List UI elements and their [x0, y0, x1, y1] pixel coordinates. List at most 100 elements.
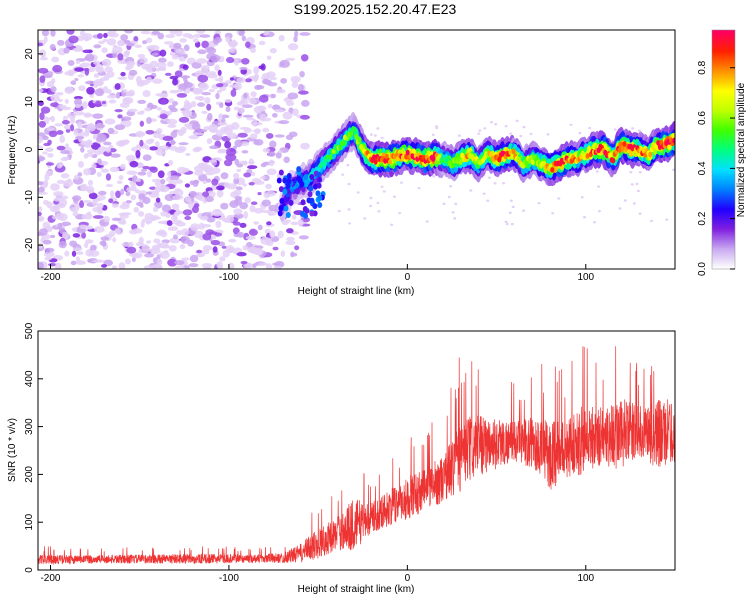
heatmap-noise-cell	[637, 129, 641, 132]
heatmap-ridge-cell	[529, 154, 534, 161]
heatmap-noise-cell	[94, 63, 103, 71]
heatmap-noise-cell	[278, 34, 285, 42]
heatmap-noise-cell	[261, 110, 266, 115]
heatmap-noise-cell	[144, 253, 155, 258]
heatmap-noise-cell	[67, 59, 75, 66]
heatmap-noise-cell	[216, 129, 224, 137]
colorbar-swatch	[712, 157, 735, 161]
heatmap-noise-cell	[155, 197, 161, 203]
heatmap-noise-cell	[38, 218, 44, 222]
heatmap-noise-cell	[280, 61, 285, 67]
colorbar-swatch	[712, 189, 735, 192]
heatmap-ridge-cell	[431, 156, 436, 162]
colorbar-swatch	[712, 253, 735, 256]
heatmap-noise-cell	[425, 220, 429, 223]
colorbar-ticks: 0.0 0.2 0.4 0.6 0.8	[697, 60, 735, 276]
colorbar-swatch	[712, 39, 735, 43]
heatmap-noise-cell	[87, 179, 94, 186]
heatmap-noise-cell	[73, 129, 79, 136]
heatmap-noise-cell	[629, 170, 633, 174]
heatmap-ridge-cell	[656, 139, 661, 146]
heatmap-noise-cell	[268, 204, 278, 212]
heatmap-noise-cell	[174, 188, 182, 192]
heatmap-noise-cell	[86, 123, 97, 132]
heatmap-noise-cell	[115, 190, 121, 199]
heatmap-noise-cell	[154, 68, 161, 72]
heatmap-noise-cell	[196, 30, 206, 35]
heatmap-noise-cell	[58, 241, 67, 249]
heatmap-noise-cell	[278, 120, 290, 125]
heatmap-noise-cell	[178, 116, 190, 123]
heatmap-noise-cell	[64, 143, 69, 149]
y-tick-label: 20	[24, 48, 35, 60]
colorbar-swatch	[712, 259, 735, 262]
heatmap-noise-cell	[199, 34, 211, 38]
colorbar-swatch	[712, 57, 735, 61]
heatmap-noise-cell	[82, 49, 94, 54]
heatmap-noise-cell	[80, 146, 85, 153]
heatmap-noise-cell	[195, 195, 205, 199]
heatmap-noise-cell	[477, 132, 481, 135]
heatmap-noise-cell	[225, 153, 237, 162]
y-tick-label: 300	[24, 418, 35, 435]
heatmap-noise-cell	[175, 48, 185, 54]
heatmap-noise-cell	[206, 190, 216, 198]
heatmap-noise-cell	[117, 53, 124, 61]
heatmap-noise-cell	[189, 254, 199, 263]
heatmap-noise-cell	[182, 64, 189, 70]
heatmap-noise-cell	[162, 135, 174, 142]
heatmap-noise-cell	[174, 259, 185, 266]
heatmap-noise-cell	[146, 76, 153, 84]
heatmap-ridge-cell	[286, 178, 292, 185]
heatmap-noise-cell	[509, 199, 513, 202]
heatmap-noise-cell	[153, 238, 161, 244]
heatmap-noise-cell	[79, 200, 85, 208]
heatmap-noise-cell	[43, 251, 55, 258]
heatmap-ridge-cell	[276, 177, 282, 184]
heatmap-noise-cell	[224, 98, 232, 103]
heatmap-noise-cell	[104, 118, 116, 125]
heatmap-noise-cell	[215, 83, 224, 88]
heatmap-noise-cell	[176, 92, 188, 98]
heatmap-noise-cell	[74, 111, 85, 116]
heatmap-noise-cell	[431, 133, 435, 136]
heatmap-noise-cell	[260, 63, 266, 71]
heatmap-noise-cell	[171, 203, 180, 210]
heatmap-noise-cell	[297, 90, 309, 95]
heatmap-noise-cell	[230, 89, 237, 97]
heatmap-noise-cell	[478, 129, 482, 132]
heatmap-noise-cell	[124, 258, 131, 265]
heatmap-noise-cell	[146, 220, 153, 224]
colorbar-swatch	[712, 185, 735, 188]
heatmap-noise-cell	[88, 250, 100, 257]
heatmap-noise-cell	[160, 230, 168, 238]
colorbar-swatch	[712, 169, 735, 173]
heatmap-noise-cell	[121, 242, 132, 247]
colorbar-swatch	[712, 105, 735, 109]
heatmap-noise-cell	[228, 48, 235, 53]
heatmap-noise-cell	[277, 150, 283, 154]
heatmap-noise-cell	[38, 228, 48, 236]
colorbar-swatch	[712, 107, 735, 111]
heatmap-noise-cell	[166, 220, 173, 226]
heatmap-noise-cell	[199, 215, 209, 221]
heatmap-noise-cell	[233, 177, 240, 185]
heatmap-noise-cell	[267, 82, 278, 87]
heatmap-noise-cell	[83, 168, 92, 176]
heatmap-noise-cell	[114, 109, 123, 113]
colorbar-swatch	[712, 155, 735, 159]
heatmap-noise-cell	[174, 70, 183, 78]
heatmap-noise-cell	[126, 246, 137, 254]
x-tick-label: -100	[219, 272, 239, 283]
heatmap-noise-cell	[137, 99, 147, 104]
heatmap-noise-cell	[205, 178, 212, 183]
heatmap-noise-cell	[504, 125, 508, 128]
heatmap-noise-cell	[107, 94, 118, 99]
heatmap-noise-cell	[56, 179, 65, 185]
colorbar-swatch	[712, 33, 735, 37]
heatmap-noise-cell	[253, 221, 260, 225]
heatmap-noise-cell	[119, 204, 130, 210]
heatmap-noise-cell	[101, 101, 107, 105]
heatmap-noise-cell	[265, 183, 272, 190]
heatmap-noise-cell	[285, 57, 296, 61]
